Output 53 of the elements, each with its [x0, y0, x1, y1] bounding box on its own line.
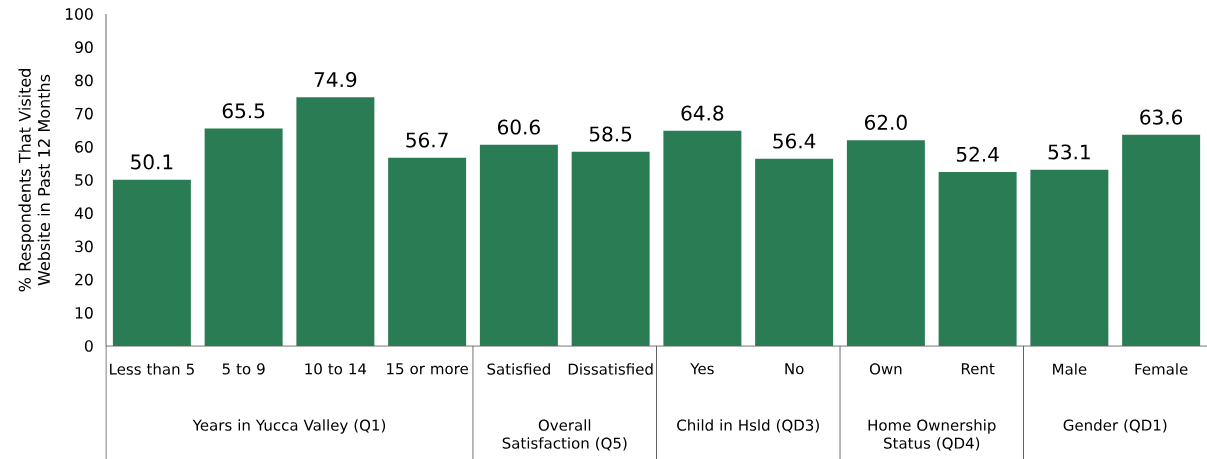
data-label: 60.6 — [498, 119, 540, 135]
y-tick-label: 50 — [75, 174, 93, 186]
bar — [388, 157, 467, 346]
x-tick-label: Less than 5 — [110, 363, 194, 375]
bar — [663, 130, 742, 346]
text: Home Ownership Status (QD4) — [868, 419, 996, 451]
bar — [1122, 134, 1201, 346]
data-label: 62.0 — [865, 114, 907, 130]
x-tick-label: Satisfied — [487, 363, 550, 375]
text: Gender (QD1) — [1063, 419, 1167, 433]
bar — [571, 151, 650, 346]
y-tick-label: 40 — [74, 207, 93, 220]
x-tick-label: Own — [869, 363, 902, 375]
bar — [204, 128, 283, 346]
x-tick-label: 10 to 14 — [305, 363, 367, 375]
data-label: 58.5 — [589, 126, 632, 142]
data-label: 56.4 — [773, 133, 816, 149]
data-label: 63.6 — [1140, 109, 1183, 125]
data-label: 52.4 — [956, 146, 999, 162]
x-tick-label: 5 to 9 — [222, 363, 265, 375]
x-tick-label: Yes — [690, 363, 714, 375]
text: Child in Hsld (QD3) — [677, 419, 819, 433]
y-tick-label: 60 — [75, 140, 93, 153]
x-tick-label: Female — [1135, 363, 1188, 375]
x-tick-label: No — [785, 363, 804, 375]
text: Years in Yucca Valley (Q1) — [192, 419, 386, 434]
text: Overall Satisfaction (Q5) — [502, 419, 627, 451]
x-tick-label: Dissatisfied — [568, 363, 653, 375]
bar — [938, 172, 1017, 346]
y-tick-label: 70 — [75, 107, 93, 120]
bar — [112, 179, 191, 346]
y-tick-label: 80 — [75, 74, 93, 87]
y-tick-label: 30 — [75, 240, 93, 253]
x-tick-label: Rent — [961, 363, 995, 375]
bar — [296, 97, 375, 346]
bar — [479, 144, 558, 346]
y-tick-label: 20 — [75, 273, 93, 286]
y-tick-label: 90 — [75, 41, 93, 54]
bar — [846, 140, 925, 346]
x-tick-label: 15 or more — [387, 363, 468, 375]
bar — [1030, 169, 1109, 346]
x-tick-label: Male — [1053, 363, 1087, 375]
y-tick-label: 100 — [65, 8, 93, 20]
data-label: 56.7 — [406, 132, 448, 148]
y-tick-label: 10 — [75, 306, 93, 319]
y-axis-title: % Respondents That Visited Website in Past 12 Months — [18, 69, 51, 292]
data-label: 74.9 — [314, 72, 357, 88]
data-label: 53.1 — [1048, 144, 1090, 160]
data-label: 64.8 — [681, 105, 724, 121]
y-tick-label: 0 — [84, 340, 93, 352]
data-label: 65.5 — [222, 103, 265, 119]
bar — [755, 158, 834, 346]
data-label: 50.1 — [131, 154, 173, 170]
